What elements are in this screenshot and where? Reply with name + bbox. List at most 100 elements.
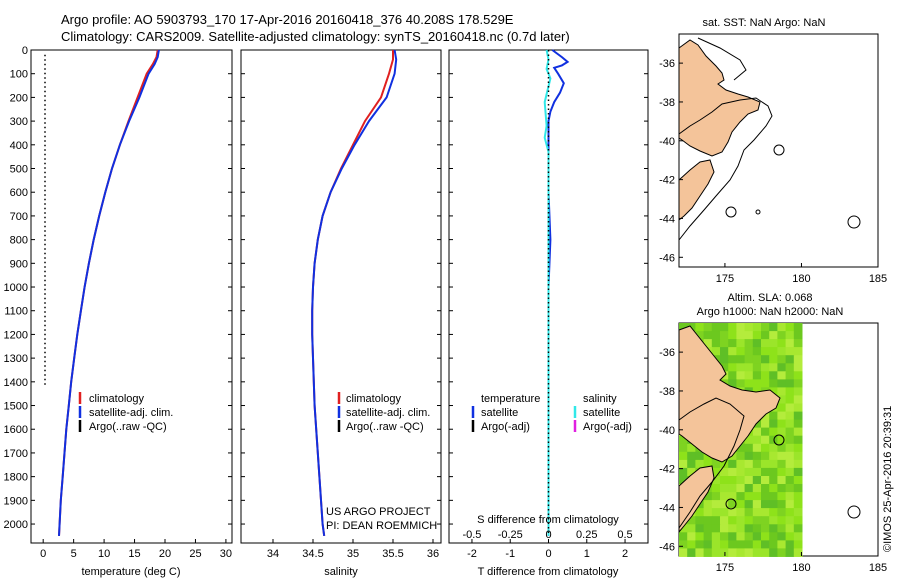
sla-cell	[752, 532, 762, 541]
ytick-label: 1700	[4, 448, 28, 460]
sla-cell	[744, 548, 754, 557]
sla-cell	[744, 500, 754, 509]
sla-cell	[728, 540, 737, 549]
sla-cell	[687, 524, 696, 533]
sla-cell	[793, 443, 803, 453]
sla-cell	[703, 540, 713, 549]
sla-cell	[679, 451, 688, 461]
sla-cell	[711, 500, 721, 509]
sla-cell	[777, 435, 787, 445]
sla-cell	[736, 323, 746, 332]
legend-temp-argo-label: Argo(-adj)	[481, 421, 530, 433]
sla-cell	[728, 524, 737, 533]
sla-cell	[728, 363, 737, 372]
sla-cell	[761, 363, 770, 372]
sla-cell	[744, 347, 754, 356]
sla-cell	[793, 467, 803, 477]
north-island-shape	[678, 39, 761, 157]
sla-cell	[711, 467, 721, 477]
xtick-label: 35.5	[382, 548, 403, 560]
sla-cell	[720, 331, 729, 340]
sla-cell	[769, 379, 778, 388]
sla-cell	[777, 524, 787, 533]
sla-cell	[793, 411, 803, 421]
ytick-label: 1500	[4, 401, 28, 413]
sla-cell	[679, 443, 688, 453]
sla-cell	[793, 427, 803, 437]
sla-cell	[761, 323, 770, 332]
sla-cell	[785, 508, 795, 517]
sla-cell	[703, 323, 713, 332]
sla-cell	[711, 459, 721, 469]
pi-annotation: PI: DEAN ROEMMICH	[326, 520, 437, 532]
series-line	[547, 49, 570, 536]
sla-cell	[695, 516, 705, 525]
sla-cell	[752, 451, 762, 461]
xtick-label: 25	[189, 548, 201, 560]
sla-cell	[777, 484, 787, 493]
sla-cell	[744, 363, 754, 372]
salinity-axes-box	[240, 49, 442, 544]
sla-cell	[679, 435, 688, 445]
ytick-label: 500	[10, 164, 28, 176]
sla-cell	[728, 476, 737, 485]
sla-cell	[752, 524, 762, 533]
sla-cell	[761, 443, 770, 453]
sla-cell	[752, 467, 762, 477]
sla-map-panel: Altim. SLA: 0.068 Argo h1000: NaN h2000:…	[659, 292, 887, 574]
xtick-label: 2	[622, 548, 628, 560]
sla-cell	[793, 435, 803, 445]
sla-cell	[793, 419, 803, 429]
top-xtick-label: 0.25	[576, 529, 597, 541]
sla-cell	[761, 427, 770, 437]
sla-cell	[785, 347, 795, 356]
sla-cell	[752, 459, 762, 469]
sla-cell	[761, 355, 770, 364]
sla-cell	[744, 467, 754, 477]
sla-cell	[761, 508, 770, 517]
sla-cell	[761, 476, 770, 485]
sla-cell	[793, 540, 803, 549]
sla-cell	[777, 467, 787, 477]
sla-cell	[736, 516, 746, 525]
map-ytick-label: -42	[659, 464, 675, 476]
north-island-shape	[678, 325, 781, 463]
ytick-label: 600	[10, 187, 28, 199]
sla-cell	[752, 548, 762, 557]
chatham-island-shape	[847, 505, 861, 519]
sla-cell	[752, 435, 762, 445]
sla-cell	[777, 363, 787, 372]
sst-map-land	[678, 37, 861, 241]
ytick-label: 1200	[4, 329, 28, 341]
sla-cell	[761, 467, 770, 477]
sla-cell	[744, 323, 754, 332]
sst-map-panel: sat. SST: NaN Argo: NaN 175 180 185 -36 -38 -…	[659, 17, 887, 285]
xtick-label: 20	[159, 548, 171, 560]
ytick-label: 800	[10, 235, 28, 247]
sla-cell	[728, 467, 737, 477]
sla-cell	[769, 540, 778, 549]
series-line	[311, 49, 398, 537]
sla-cell	[728, 379, 737, 388]
sla-cell	[744, 484, 754, 493]
sla-cell	[744, 339, 754, 348]
sla-cell	[752, 484, 762, 493]
argo-position-marker	[773, 434, 785, 446]
sla-cell	[761, 492, 770, 501]
ytick-label: 100	[10, 69, 28, 81]
legend-satellite-label: satellite-adj. clim.	[89, 407, 173, 419]
legend-argo-label: Argo(..raw -QC)	[346, 421, 424, 433]
sla-cell	[687, 540, 696, 549]
sla-cell	[720, 476, 729, 485]
sla-cell	[785, 435, 795, 445]
sla-cell	[720, 508, 729, 517]
sla-map-title-1: Altim. SLA: 0.068	[728, 292, 813, 304]
top-xtick-label: -0.5	[462, 529, 481, 541]
sla-cell	[695, 508, 705, 517]
xtick-label: 1	[584, 548, 590, 560]
ytick-label: 300	[10, 116, 28, 128]
sla-cell	[777, 395, 787, 404]
sla-cell	[769, 459, 778, 469]
legend-sal-satellite-label: satellite	[583, 407, 620, 419]
sla-cell	[744, 379, 754, 388]
